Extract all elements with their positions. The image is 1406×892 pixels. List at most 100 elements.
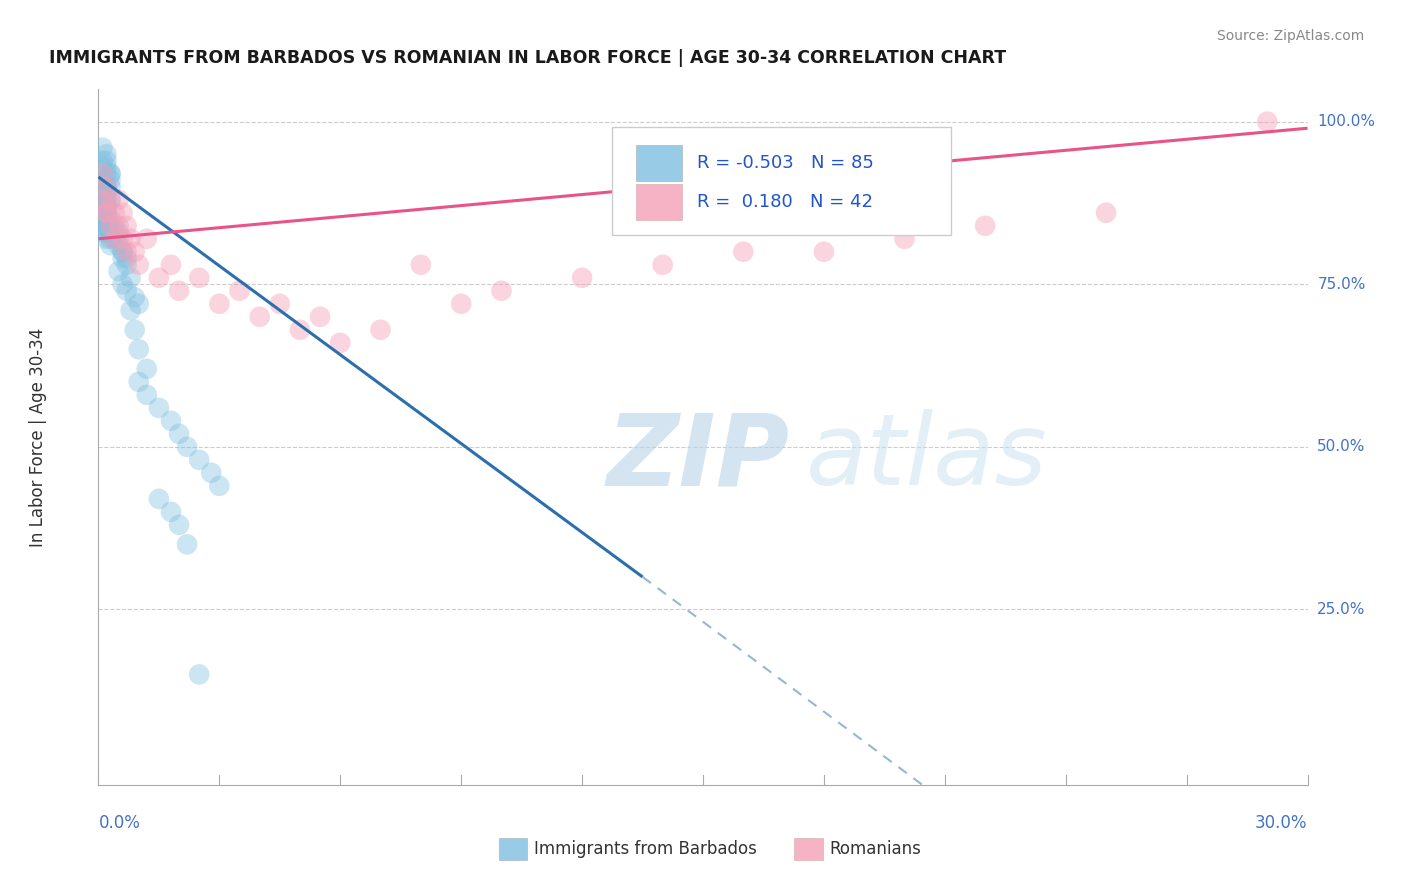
Point (128, 297, 150, 311)
Point (96, 206, 118, 220)
Text: 30.0%: 30.0% (1256, 814, 1308, 832)
Point (288, 323, 311, 337)
Text: 25.0%: 25.0% (1317, 602, 1365, 617)
Point (450, 297, 472, 311)
Point (571, 270, 593, 285)
Point (91, 219, 114, 233)
Point (115, 258, 138, 272)
Point (107, 264, 129, 278)
Point (160, 505, 183, 519)
Point (91, 206, 114, 220)
Point (111, 232, 134, 246)
Point (228, 284, 250, 298)
Text: atlas: atlas (806, 409, 1047, 507)
Point (96, 225, 118, 239)
Point (103, 225, 125, 239)
Point (409, 258, 432, 272)
Point (148, 270, 170, 285)
Point (103, 206, 125, 220)
Point (128, 258, 150, 272)
Point (160, 258, 183, 272)
Point (91, 141, 114, 155)
Point (91, 193, 114, 207)
Point (96, 199, 118, 213)
Point (91, 179, 114, 194)
Point (115, 244, 138, 259)
Point (188, 270, 211, 285)
FancyBboxPatch shape (637, 145, 682, 181)
Point (124, 290, 146, 304)
Text: In Labor Force | Age 30-34: In Labor Force | Age 30-34 (30, 327, 46, 547)
Text: IMMIGRANTS FROM BARBADOS VS ROMANIAN IN LABOR FORCE | AGE 30-34 CORRELATION CHAR: IMMIGRANTS FROM BARBADOS VS ROMANIAN IN … (49, 49, 1007, 67)
Point (491, 284, 513, 298)
Point (200, 466, 222, 480)
Point (91, 167, 114, 181)
Text: Romanians: Romanians (830, 840, 921, 858)
Point (96, 212, 118, 227)
Point (115, 219, 138, 233)
Point (107, 225, 129, 239)
Point (91, 199, 114, 213)
FancyBboxPatch shape (637, 184, 682, 220)
Text: 0.0%: 0.0% (98, 814, 141, 832)
Text: Immigrants from Barbados: Immigrants from Barbados (534, 840, 758, 858)
Point (160, 414, 183, 428)
Point (208, 479, 231, 493)
Point (96, 153, 118, 168)
Point (100, 212, 122, 227)
Point (148, 401, 170, 415)
Point (96, 193, 118, 207)
Point (188, 453, 211, 467)
Point (813, 244, 835, 259)
Point (135, 388, 157, 402)
Point (329, 335, 352, 350)
Text: R =  0.180   N = 42: R = 0.180 N = 42 (697, 193, 873, 211)
FancyBboxPatch shape (612, 128, 950, 235)
Point (91, 160, 114, 174)
Point (176, 537, 198, 551)
Text: 75.0%: 75.0% (1317, 277, 1365, 292)
Text: ZIP: ZIP (606, 409, 789, 507)
Point (100, 219, 122, 233)
Point (111, 206, 134, 220)
Point (96, 206, 118, 220)
Point (135, 361, 157, 376)
Point (249, 310, 271, 324)
Point (120, 270, 142, 285)
Point (128, 343, 150, 357)
Point (124, 244, 146, 259)
Point (96, 179, 118, 194)
Point (115, 252, 138, 266)
Point (974, 219, 997, 233)
Point (100, 232, 122, 246)
Point (96, 206, 118, 220)
Point (107, 238, 129, 252)
Point (96, 199, 118, 213)
Point (100, 167, 122, 181)
Point (96, 212, 118, 227)
Point (370, 323, 392, 337)
Point (148, 491, 170, 506)
Point (96, 179, 118, 194)
Point (120, 303, 142, 318)
Point (269, 297, 291, 311)
Point (100, 193, 122, 207)
Point (120, 232, 142, 246)
Point (107, 232, 129, 246)
Point (103, 232, 125, 246)
Text: 100.0%: 100.0% (1317, 114, 1375, 129)
Point (91, 212, 114, 227)
Point (733, 244, 755, 259)
Point (96, 219, 118, 233)
Point (100, 173, 122, 187)
Point (167, 284, 190, 298)
Point (111, 244, 134, 259)
Point (107, 193, 129, 207)
Point (124, 323, 146, 337)
Point (96, 186, 118, 201)
Point (100, 219, 122, 233)
Point (107, 219, 129, 233)
Point (167, 426, 190, 441)
Text: 50.0%: 50.0% (1317, 440, 1365, 454)
Point (1256, 114, 1278, 128)
